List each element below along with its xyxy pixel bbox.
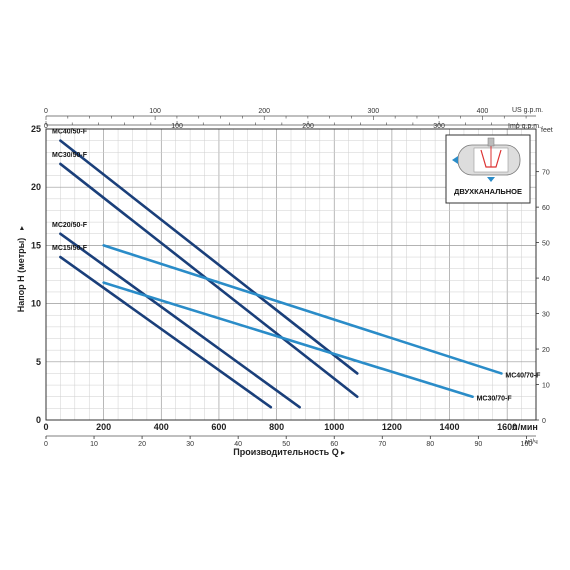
x-tick-label: 0 xyxy=(43,422,48,432)
series-line-mc40-70-f xyxy=(102,244,503,375)
m3h-tick-group: 0 10 20 30 40 50 60 70 80 90 100 xyxy=(44,436,532,448)
x-unit-label: л/мин xyxy=(512,422,538,432)
plot-frame xyxy=(45,128,537,421)
series-label: MC30/70-F xyxy=(477,396,513,403)
m3h-unit-label: м³/ч xyxy=(525,439,538,446)
m3h-tick-label: 10 xyxy=(90,441,98,448)
x-axis-label: Производительность Q xyxy=(233,447,338,457)
series-label: MC20/50-F xyxy=(52,222,88,229)
x-tick-label: 200 xyxy=(96,422,111,432)
m3h-tick-label: 70 xyxy=(378,441,386,448)
x-axis-arrow: ▸ xyxy=(341,448,345,457)
x-tick-label: 1200 xyxy=(382,422,402,432)
m3h-tick-label: 0 xyxy=(44,441,48,448)
annotation-label: ДВУХКАНАЛЬНОЕ xyxy=(454,187,522,196)
y-tick-label: 15 xyxy=(31,240,41,250)
imp-gpm-tick-label: 300 xyxy=(433,123,445,130)
feet-tick-label: 40 xyxy=(542,276,550,283)
m3h-tick-label: 60 xyxy=(330,441,338,448)
m3h-tick-label: 30 xyxy=(186,441,194,448)
series-line-mc40-50-f xyxy=(59,139,359,375)
y-tick-label: 25 xyxy=(31,124,41,134)
us-gpm-tick-group: 0 100 200 300 400 xyxy=(44,108,527,120)
x-tick-group: 0 200 400 600 800 1000 1200 1400 1600 xyxy=(43,422,517,432)
x-tick-label: 1600 xyxy=(497,422,517,432)
y-tick-label: 0 xyxy=(36,415,41,425)
series-label: MC15/50-F xyxy=(52,245,88,252)
series-label: MC30/50-F xyxy=(52,152,88,159)
feet-tick-label: 50 xyxy=(542,241,550,248)
feet-tick-label: 60 xyxy=(542,205,550,212)
series-label: MC40/50-F xyxy=(52,129,88,136)
series-line-mc15-50-f xyxy=(59,255,273,409)
m3h-tick-label: 100 xyxy=(521,441,533,448)
us-gpm-tick-label: 100 xyxy=(149,108,161,115)
imp-gpm-unit-label: Imp g.p.m. xyxy=(508,123,541,130)
us-gpm-tick-label: 400 xyxy=(477,108,489,115)
series-group: MC40/50-F MC30/50-F MC20/50-F MC15/50-F MC40… xyxy=(52,129,541,409)
y-tick-label: 20 xyxy=(31,182,41,192)
imp-gpm-tick-label: 0 xyxy=(44,123,48,130)
imp-gpm-tick-label: 200 xyxy=(302,123,314,130)
feet-tick-label: 10 xyxy=(542,383,550,390)
feet-tick-group: 0 10 20 30 40 50 60 70 xyxy=(536,170,550,425)
y-axis-arrow: ▸ xyxy=(17,226,26,230)
x-tick-label: 800 xyxy=(269,422,284,432)
feet-tick-label: 20 xyxy=(542,347,550,354)
y-tick-label: 10 xyxy=(31,299,41,309)
x-tick-label: 1000 xyxy=(324,422,344,432)
double-channel-impeller-icon xyxy=(452,137,521,182)
y-tick-label: 5 xyxy=(36,357,41,367)
feet-tick-label: 70 xyxy=(542,170,550,177)
double-channel-annotation: ДВУХКАНАЛЬНОЕ xyxy=(445,134,531,204)
series-label: MC40/70-F xyxy=(505,372,541,379)
m3h-tick-label: 80 xyxy=(426,441,434,448)
y-axis-title: Напор H (метры) ▸ xyxy=(16,226,26,312)
us-gpm-tick-label: 300 xyxy=(367,108,379,115)
imp-gpm-tick-group: 0 100 200 300 xyxy=(44,121,519,130)
m3h-tick-label: 20 xyxy=(138,441,146,448)
us-gpm-tick-label: 0 xyxy=(44,108,48,115)
series-line-mc30-70-f xyxy=(102,281,474,399)
y-axis-label: Напор H (метры) xyxy=(16,238,26,313)
feet-tick-label: 0 xyxy=(542,418,546,425)
x-tick-label: 400 xyxy=(154,422,169,432)
m3h-tick-label: 90 xyxy=(474,441,482,448)
y-tick-group: 0 5 10 15 20 25 xyxy=(31,124,41,425)
feet-tick-label: 30 xyxy=(542,312,550,319)
series-line-mc20-50-f xyxy=(59,232,301,409)
feet-unit-label: feet xyxy=(541,127,553,134)
m3h-tick-label: 40 xyxy=(234,441,242,448)
us-gpm-tick-label: 200 xyxy=(258,108,270,115)
x-tick-label: 600 xyxy=(211,422,226,432)
us-gpm-unit-label: US g.p.m. xyxy=(512,107,543,114)
imp-gpm-tick-label: 100 xyxy=(171,123,183,130)
x-tick-label: 1400 xyxy=(440,422,460,432)
m3h-tick-label: 50 xyxy=(282,441,290,448)
